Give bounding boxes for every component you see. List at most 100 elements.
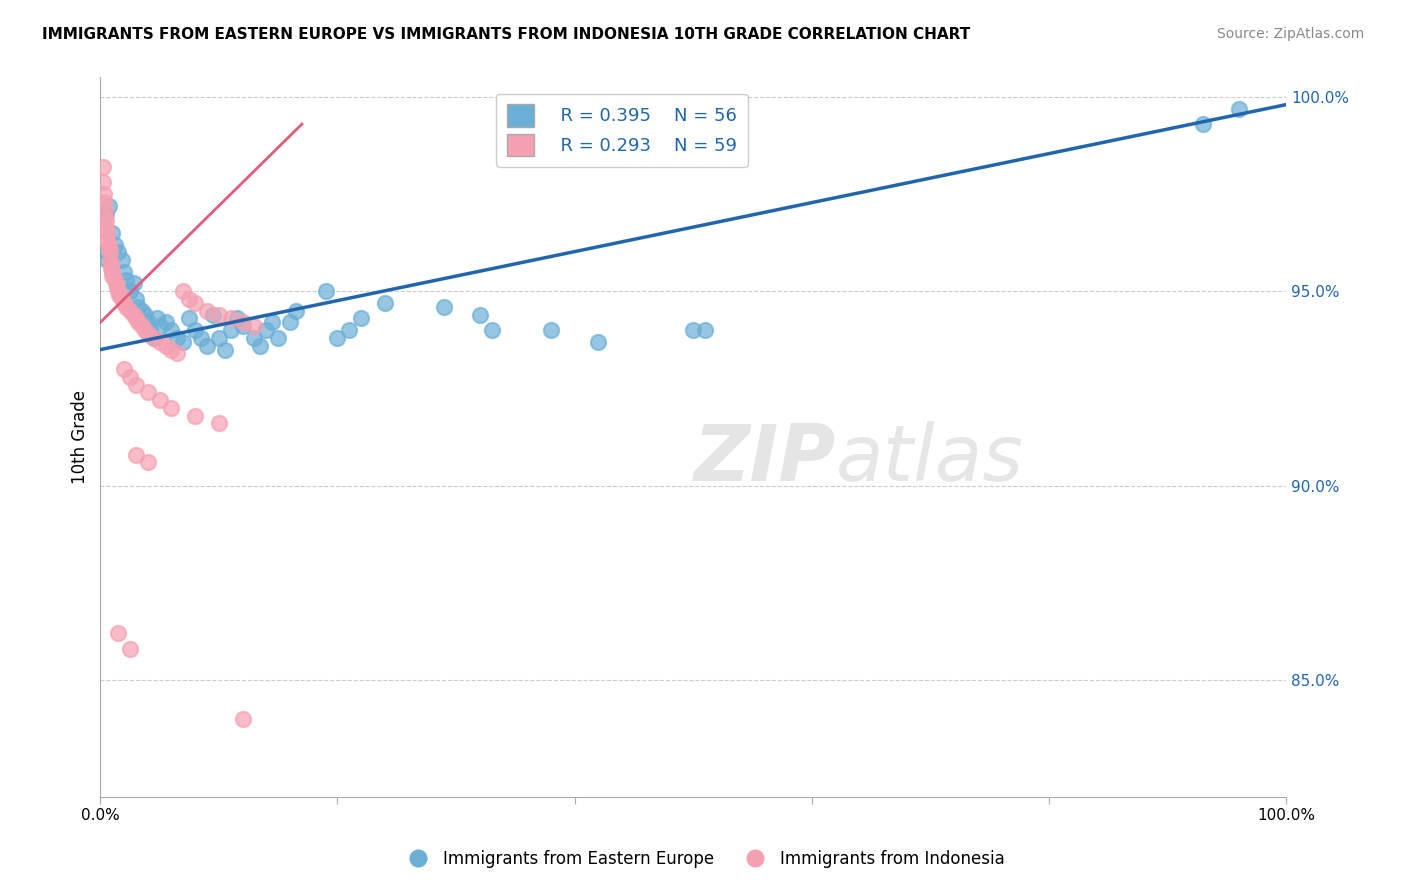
Point — [111, 292, 134, 306]
Point — [166, 331, 188, 345]
Point — [127, 315, 149, 329]
Point — [155, 339, 177, 353]
Point — [115, 272, 138, 286]
Point — [166, 346, 188, 360]
Point — [195, 339, 218, 353]
Point — [149, 393, 172, 408]
Point — [118, 285, 141, 299]
Text: atlas: atlas — [835, 421, 1024, 497]
Point — [93, 187, 115, 202]
Point — [127, 300, 149, 314]
Point — [96, 206, 118, 220]
Point — [101, 268, 124, 283]
Point — [219, 323, 242, 337]
Text: IMMIGRANTS FROM EASTERN EUROPE VS IMMIGRANTS FROM INDONESIA 10TH GRADE CORRELATI: IMMIGRANTS FROM EASTERN EUROPE VS IMMIGR… — [42, 27, 970, 42]
Point — [540, 323, 562, 337]
Point — [94, 211, 117, 225]
Point — [108, 288, 131, 302]
Point — [172, 334, 194, 349]
Point — [433, 300, 456, 314]
Point — [91, 160, 114, 174]
Point — [122, 277, 145, 291]
Point — [693, 323, 716, 337]
Point — [184, 296, 207, 310]
Legend:   R = 0.395    N = 56,   R = 0.293    N = 59: R = 0.395 N = 56, R = 0.293 N = 59 — [496, 94, 748, 167]
Point — [96, 245, 118, 260]
Point — [254, 323, 277, 337]
Point — [136, 385, 159, 400]
Point — [97, 237, 120, 252]
Point — [350, 311, 373, 326]
Point — [682, 323, 704, 337]
Point — [96, 226, 118, 240]
Point — [232, 319, 254, 334]
Point — [1227, 102, 1250, 116]
Point — [97, 199, 120, 213]
Point — [104, 277, 127, 291]
Point — [184, 409, 207, 423]
Point — [160, 401, 183, 415]
Point — [139, 323, 162, 337]
Point — [588, 334, 610, 349]
Point — [262, 315, 284, 329]
Point — [179, 292, 201, 306]
Point — [98, 245, 121, 260]
Point — [125, 448, 148, 462]
Point — [146, 311, 169, 326]
Point — [243, 331, 266, 345]
Point — [112, 265, 135, 279]
Point — [125, 292, 148, 306]
Text: ZIP: ZIP — [693, 421, 835, 497]
Point — [118, 369, 141, 384]
Point — [134, 308, 156, 322]
Point — [481, 323, 503, 337]
Point — [101, 226, 124, 240]
Point — [267, 331, 290, 345]
Point — [155, 315, 177, 329]
Point — [149, 319, 172, 334]
Point — [201, 308, 224, 322]
Point — [136, 455, 159, 469]
Point — [172, 285, 194, 299]
Point — [131, 319, 153, 334]
Point — [100, 260, 122, 275]
Point — [249, 339, 271, 353]
Point — [208, 308, 231, 322]
Point — [142, 331, 165, 345]
Point — [326, 331, 349, 345]
Point — [136, 315, 159, 329]
Point — [134, 323, 156, 337]
Y-axis label: 10th Grade: 10th Grade — [72, 390, 89, 484]
Point — [232, 712, 254, 726]
Point — [105, 280, 128, 294]
Point — [208, 417, 231, 431]
Point — [111, 253, 134, 268]
Point — [219, 311, 242, 326]
Point — [91, 175, 114, 189]
Text: Source: ZipAtlas.com: Source: ZipAtlas.com — [1216, 27, 1364, 41]
Point — [107, 285, 129, 299]
Point — [112, 362, 135, 376]
Point — [1192, 117, 1215, 131]
Point — [160, 343, 183, 357]
Point — [100, 257, 122, 271]
Point — [122, 308, 145, 322]
Point — [278, 315, 301, 329]
Point — [243, 319, 266, 334]
Point — [97, 242, 120, 256]
Point — [337, 323, 360, 337]
Point — [96, 222, 118, 236]
Point — [118, 303, 141, 318]
Point — [96, 234, 118, 248]
Point — [118, 642, 141, 657]
Point — [125, 311, 148, 326]
Point — [96, 214, 118, 228]
Point — [179, 311, 201, 326]
Point — [107, 245, 129, 260]
Point — [131, 303, 153, 318]
Point — [232, 315, 254, 329]
Point — [112, 296, 135, 310]
Point — [96, 253, 118, 268]
Point — [190, 331, 212, 345]
Point — [98, 253, 121, 268]
